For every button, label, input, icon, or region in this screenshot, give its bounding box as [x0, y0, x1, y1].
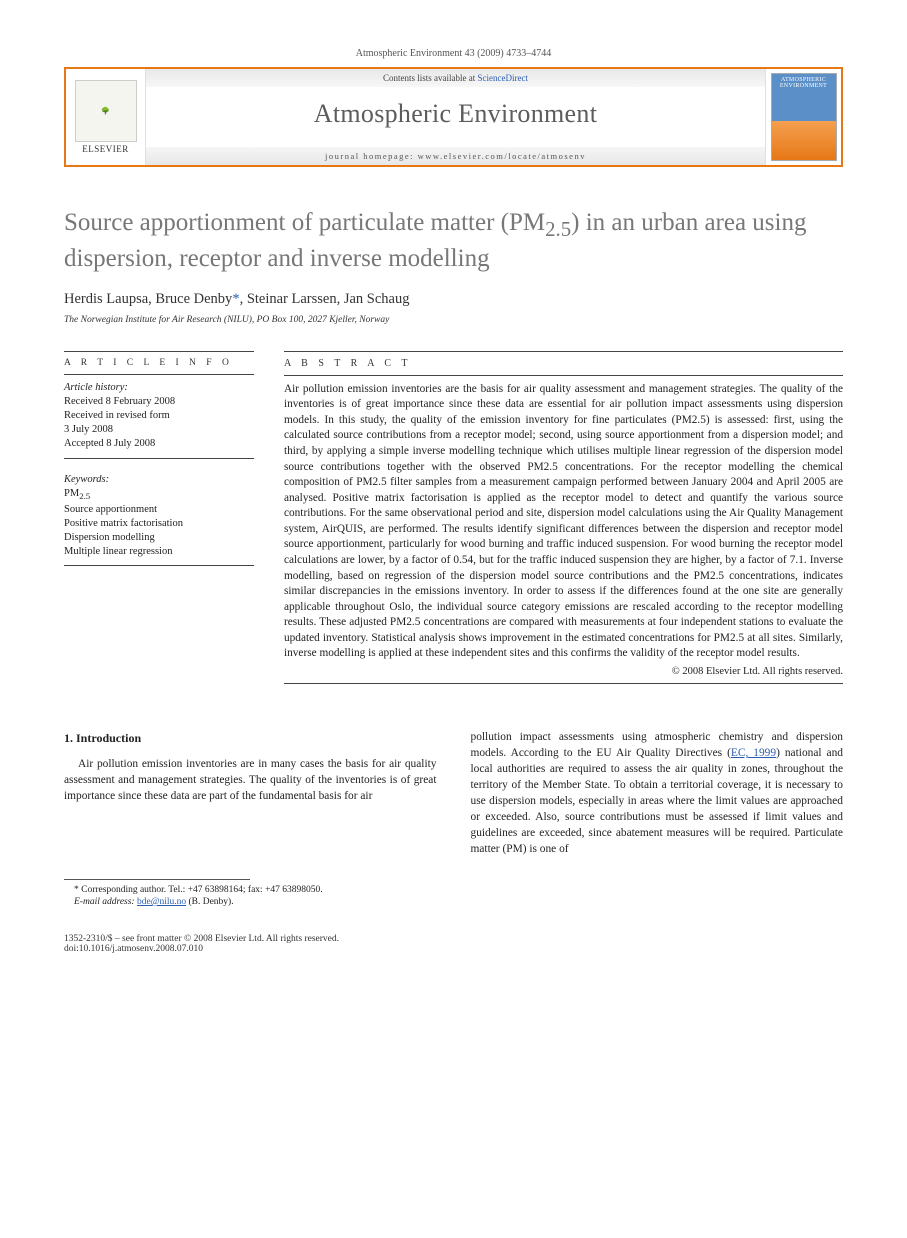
- history-accepted: Accepted 8 July 2008: [64, 437, 254, 451]
- email-who: (B. Denby).: [188, 897, 233, 907]
- rule: [284, 375, 843, 376]
- abstract-copyright: © 2008 Elsevier Ltd. All rights reserved…: [284, 666, 843, 677]
- publisher-logo-block: 🌳 ELSEVIER: [66, 69, 146, 165]
- abstract-head: A B S T R A C T: [284, 358, 843, 369]
- authors-part2: , Steinar Larssen, Jan Schaug: [240, 291, 410, 307]
- keyword: Positive matrix factorisation: [64, 517, 254, 531]
- cover-thumb-block: ATMOSPHERIC ENVIRONMENT: [765, 69, 841, 165]
- body-col-left: 1. Introduction Air pollution emission i…: [64, 730, 437, 908]
- keyword: Source apportionment: [64, 503, 254, 517]
- journal-cover-icon: ATMOSPHERIC ENVIRONMENT: [771, 73, 837, 161]
- authors-line: Herdis Laupsa, Bruce Denby*, Steinar Lar…: [64, 291, 843, 308]
- banner-center: Contents lists available at ScienceDirec…: [146, 69, 765, 165]
- email-link[interactable]: bde@nilu.no: [137, 897, 186, 907]
- journal-banner: 🌳 ELSEVIER Contents lists available at S…: [64, 67, 843, 167]
- rule: [284, 351, 843, 352]
- title-part1: Source apportionment of particulate matt…: [64, 209, 545, 236]
- affiliation: The Norwegian Institute for Air Research…: [64, 315, 843, 325]
- journal-name-title: Atmospheric Environment: [314, 99, 597, 129]
- elsevier-tree-icon: 🌳: [75, 80, 137, 142]
- email-footnote: E-mail address: bde@nilu.no (B. Denby).: [64, 896, 437, 908]
- keyword: Multiple linear regression: [64, 545, 254, 559]
- contents-strip: Contents lists available at ScienceDirec…: [146, 69, 765, 87]
- footer-line-1: 1352-2310/$ – see front matter © 2008 El…: [64, 934, 843, 944]
- journal-reference: Atmospheric Environment 43 (2009) 4733–4…: [64, 48, 843, 59]
- article-info-head: A R T I C L E I N F O: [64, 358, 254, 368]
- history-head: Article history:: [64, 382, 128, 393]
- rule: [64, 351, 254, 352]
- corresponding-mark: *: [232, 291, 239, 307]
- body-columns: 1. Introduction Air pollution emission i…: [64, 730, 843, 908]
- contents-text: Contents lists available at: [383, 73, 475, 83]
- publisher-name: ELSEVIER: [82, 144, 129, 154]
- history-revised-line1: Received in revised form: [64, 409, 254, 423]
- rule: [64, 374, 254, 375]
- abstract-text: Air pollution emission inventories are t…: [284, 382, 843, 662]
- title-subscript: 2.5: [545, 217, 571, 241]
- journal-homepage: journal homepage: www.elsevier.com/locat…: [146, 147, 765, 165]
- intro-2b: ) national and local authorities are req…: [471, 747, 844, 855]
- authors-part1: Herdis Laupsa, Bruce Denby: [64, 291, 232, 307]
- intro-para-2: pollution impact assessments using atmos…: [471, 730, 844, 858]
- section-1-head: 1. Introduction: [64, 730, 437, 747]
- intro-para-1: Air pollution emission inventories are i…: [64, 757, 437, 805]
- rule: [64, 565, 254, 566]
- footer-doi: doi:10.1016/j.atmosenv.2008.07.010: [64, 944, 843, 954]
- article-info-col: A R T I C L E I N F O Article history: R…: [64, 345, 254, 690]
- cover-title: ATMOSPHERIC ENVIRONMENT: [772, 74, 836, 89]
- keyword: Dispersion modelling: [64, 531, 254, 545]
- history-revised-line2: 3 July 2008: [64, 423, 254, 437]
- rule: [64, 458, 254, 459]
- footnote-rule: [64, 879, 250, 880]
- keyword: PM2.5: [64, 487, 254, 503]
- article-history: Article history: Received 8 February 200…: [64, 381, 254, 452]
- body-col-right: pollution impact assessments using atmos…: [471, 730, 844, 908]
- citation-ec-1999[interactable]: EC, 1999: [731, 747, 776, 759]
- history-received: Received 8 February 2008: [64, 395, 254, 409]
- abstract-col: A B S T R A C T Air pollution emission i…: [284, 345, 843, 690]
- keywords-block: Keywords: PM2.5 Source apportionment Pos…: [64, 473, 254, 560]
- page-footer: 1352-2310/$ – see front matter © 2008 El…: [64, 934, 843, 954]
- corresponding-footnote: * Corresponding author. Tel.: +47 638981…: [64, 884, 437, 896]
- sciencedirect-link[interactable]: ScienceDirect: [478, 73, 528, 83]
- email-label: E-mail address:: [74, 897, 135, 907]
- rule: [284, 683, 843, 684]
- article-title: Source apportionment of particulate matt…: [64, 207, 843, 275]
- keywords-head: Keywords:: [64, 473, 254, 487]
